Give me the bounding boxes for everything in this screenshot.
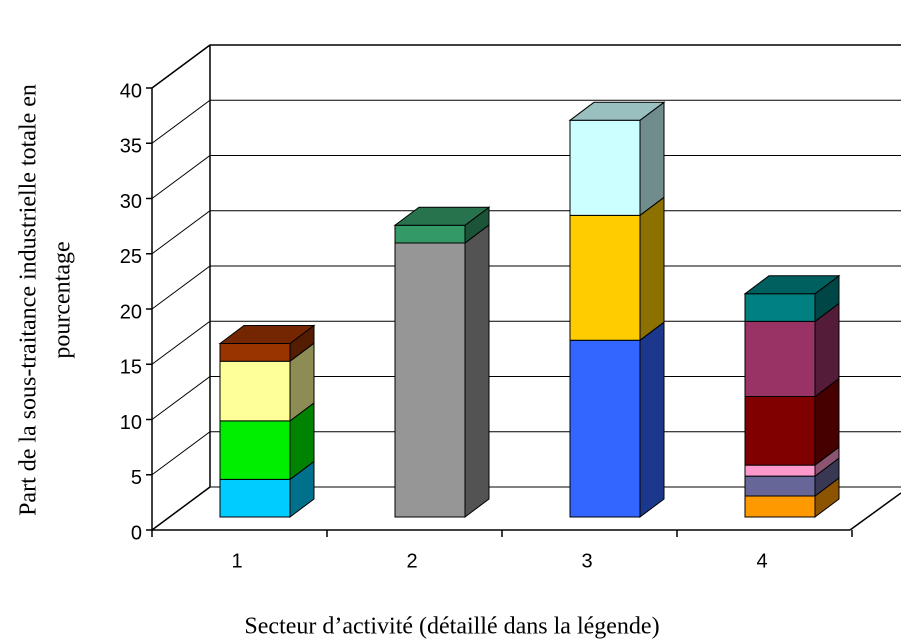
bar-front <box>744 495 816 518</box>
y-tick-label: 0 <box>131 522 142 544</box>
bar-segment <box>393 206 491 244</box>
y-axis-title: pourcentage <box>50 241 76 358</box>
bar-front <box>219 478 291 518</box>
grid-line <box>151 376 901 420</box>
bar-segment <box>569 321 665 518</box>
y-axis-title: Part de la sous-traitance industrielle t… <box>16 84 42 516</box>
x-tick-label: 4 <box>756 550 767 572</box>
bar-segment <box>219 401 315 481</box>
bar-segment <box>744 377 840 467</box>
bar-front <box>569 339 641 518</box>
bar-side <box>639 101 665 217</box>
x-axis-title: Secteur d’activité (détaillé dans la lég… <box>244 614 659 640</box>
bar-segment <box>568 101 666 217</box>
grid-line <box>151 44 901 89</box>
bar-front <box>394 224 466 244</box>
y-tick-label: 10 <box>120 412 142 434</box>
bar-top <box>568 101 666 121</box>
x-tick-label: 3 <box>581 550 592 572</box>
grid-line <box>151 320 901 365</box>
bar-front <box>219 343 291 362</box>
bar-front <box>744 464 816 477</box>
bar-top <box>743 275 841 295</box>
bar-segment <box>569 196 665 342</box>
bar-side <box>639 196 665 342</box>
bar-front <box>219 360 291 422</box>
grid-line <box>151 265 901 310</box>
bar-segment <box>219 342 315 422</box>
bar-front <box>744 293 816 322</box>
bar-front <box>744 320 816 398</box>
bar-top <box>218 325 316 345</box>
y-tick-label: 30 <box>120 191 142 213</box>
grid-line <box>151 99 901 144</box>
grid-line <box>151 486 901 531</box>
x-tick-label: 2 <box>406 550 417 572</box>
bar-side <box>639 321 665 518</box>
y-tick-label: 40 <box>120 80 142 102</box>
bar-front <box>219 420 291 480</box>
y-tick-label: 5 <box>131 467 142 489</box>
y-tick-label: 25 <box>120 246 142 268</box>
grid-line <box>151 431 901 476</box>
x-tick-label: 1 <box>231 550 242 572</box>
bar-front <box>569 214 641 341</box>
bar-side <box>464 223 490 518</box>
grid-line <box>151 210 901 255</box>
y-tick-label: 20 <box>120 301 142 323</box>
bar-segment <box>394 223 490 518</box>
bar-segment <box>744 446 840 478</box>
bar-segment <box>744 477 840 518</box>
y-tick-label: 35 <box>120 136 142 158</box>
bar-front <box>744 475 816 497</box>
bar-segment <box>743 274 841 323</box>
grid-line <box>151 155 901 199</box>
bar-front <box>569 119 641 216</box>
bar-front <box>744 396 816 466</box>
y-tick-label: 15 <box>120 357 142 379</box>
bar-top <box>393 206 491 226</box>
bar-front <box>394 242 466 518</box>
bar-segment <box>218 324 316 363</box>
